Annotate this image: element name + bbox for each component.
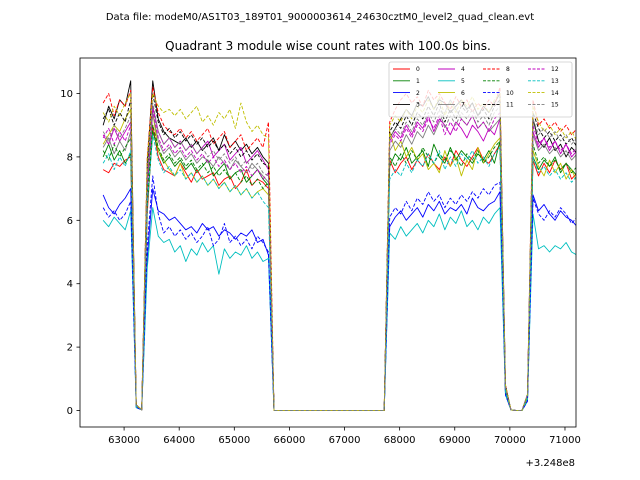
legend-label-3: 3 [416, 102, 420, 109]
x-tick-label-4: 67000 [329, 435, 361, 446]
legend-box [388, 61, 573, 118]
series-line-8 [102, 86, 576, 411]
x-tick-label-5: 68000 [384, 435, 416, 446]
legend-label-10: 10 [506, 90, 514, 97]
legend-label-5: 5 [461, 78, 465, 85]
y-tick-label-1: 2 [67, 343, 73, 354]
y-axis: 0 2 4 6 8 10 [60, 89, 80, 417]
legend-label-11: 11 [506, 102, 514, 109]
y-tick-label-4: 8 [67, 152, 73, 163]
x-tick-label-3: 66000 [274, 435, 306, 446]
x-tick-label-0: 63000 [108, 435, 140, 446]
x-axis: 63000 64000 65000 66000 67000 68000 69000 70000… [108, 427, 581, 446]
x-tick-label-2: 65000 [218, 435, 250, 446]
legend-label-0: 0 [416, 66, 420, 73]
legend-label-7: 7 [461, 102, 465, 109]
chart-title: Quadrant 3 module wise count rates with … [165, 39, 491, 53]
y-tick-label-3: 6 [67, 216, 73, 227]
legend-label-2: 2 [416, 90, 420, 97]
x-tick-label-1: 64000 [163, 435, 195, 446]
legend-label-8: 8 [506, 66, 510, 73]
legend-label-4: 4 [461, 66, 465, 73]
legend-label-6: 6 [461, 90, 465, 97]
legend-label-1: 1 [416, 78, 420, 85]
figure-suptitle: Data file: modeM0/AS1T03_189T01_90000036… [106, 12, 534, 23]
y-tick-label-2: 4 [67, 279, 73, 290]
axes-frame [79, 57, 577, 428]
x-tick-label-7: 70000 [494, 435, 526, 446]
x-tick-label-8: 71000 [549, 435, 581, 446]
y-tick-label-5: 10 [60, 89, 73, 100]
legend-label-12: 12 [551, 66, 559, 73]
x-offset-label: +3.248e8 [525, 458, 575, 469]
series-line-15 [102, 102, 576, 411]
x-tick-label-6: 69000 [439, 435, 471, 446]
legend-label-14: 14 [551, 90, 559, 97]
legend-label-15: 15 [551, 102, 559, 109]
y-tick-label-0: 0 [67, 406, 73, 417]
series-layer [102, 80, 576, 411]
legend-label-13: 13 [551, 78, 559, 85]
legend-label-9: 9 [506, 78, 510, 85]
plot-area [79, 57, 577, 428]
